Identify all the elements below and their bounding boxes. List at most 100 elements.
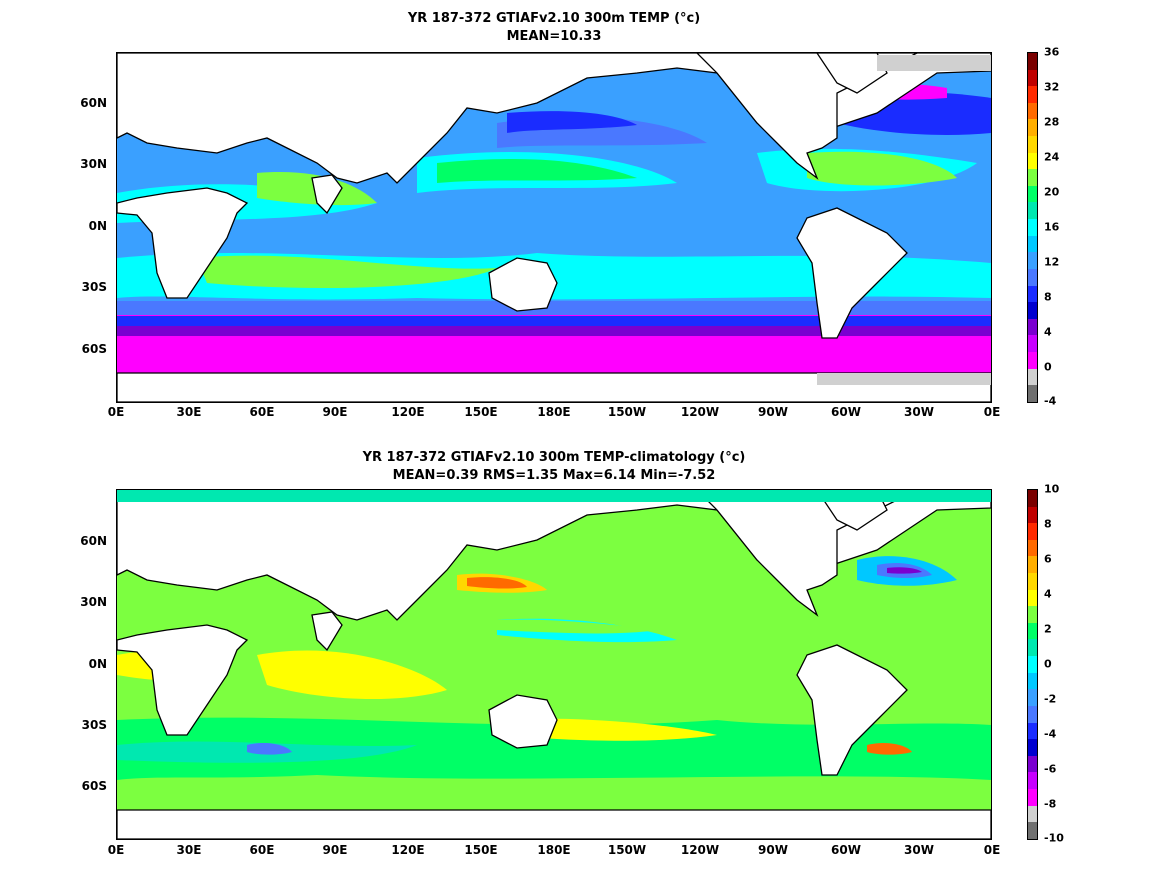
p2-xtick-3: 90E	[322, 843, 348, 857]
colorbar-segment	[1028, 152, 1037, 170]
p1-xtick-10: 60W	[831, 405, 861, 419]
p2-xtick-4: 120E	[391, 843, 425, 857]
colorbar-segment	[1028, 589, 1037, 607]
p2-xtick-11: 30W	[904, 843, 934, 857]
panel2-title-line2: MEAN=0.39 RMS=1.35 Max=6.14 Min=-7.52	[392, 468, 716, 483]
colorbar-segment	[1028, 556, 1037, 574]
panel1-title-line2: MEAN=10.33	[506, 29, 602, 44]
p2-cbar-tick-8: -6	[1044, 762, 1057, 776]
panel1-colorbar	[1027, 52, 1038, 403]
p2-ytick-60s: 60S	[81, 779, 107, 793]
p1-ytick-30n: 30N	[80, 157, 107, 171]
p2-xtick-7: 150W	[607, 843, 647, 857]
p1-cbar-tick-0: 36	[1044, 45, 1060, 59]
p2-cbar-tick-1: 8	[1044, 517, 1052, 531]
colorbar-segment	[1028, 606, 1037, 623]
p1-cbar-tick-7: 8	[1044, 290, 1052, 304]
p1-xtick-9: 90W	[758, 405, 788, 419]
colorbar-segment	[1028, 672, 1037, 690]
colorbar-segment	[1028, 169, 1037, 186]
p1-cbar-tick-4: 20	[1044, 185, 1060, 199]
p1-cbar-tick-8: 4	[1044, 325, 1052, 339]
p1-cbar-tick-9: 0	[1044, 360, 1052, 374]
p2-cbar-tick-0: 10	[1044, 482, 1060, 496]
colorbar-segment	[1028, 335, 1037, 352]
colorbar-segment	[1028, 351, 1037, 369]
panel2-map-svg	[117, 490, 991, 839]
p1-cbar-tick-2: 28	[1044, 115, 1060, 129]
p2-xtick-10: 60W	[831, 843, 861, 857]
p2-cbar-tick-4: 2	[1044, 622, 1052, 636]
land-masses	[117, 53, 991, 402]
p1-cbar-tick-6: 12	[1044, 255, 1060, 269]
colorbar-segment	[1028, 506, 1037, 524]
p2-cbar-tick-9: -8	[1044, 797, 1057, 811]
colorbar-segment	[1028, 252, 1037, 269]
p2-xtick-1: 30E	[176, 843, 202, 857]
colorbar-segment	[1028, 285, 1037, 303]
colorbar-segment	[1028, 136, 1037, 153]
p2-cbar-tick-3: 4	[1044, 587, 1052, 601]
p2-cbar-tick-6: -2	[1044, 692, 1057, 706]
colorbar-segment	[1028, 202, 1037, 220]
p2-cbar-tick-2: 6	[1044, 552, 1052, 566]
panel2-title-line1: YR 187-372 GTIAFv2.10 300m TEMP-climatol…	[362, 450, 746, 465]
colorbar-segment	[1028, 705, 1037, 723]
p1-ytick-30s: 30S	[81, 280, 107, 294]
p1-cbar-tick-3: 24	[1044, 150, 1060, 164]
colorbar-segment	[1028, 573, 1037, 590]
colorbar-segment	[1028, 219, 1037, 236]
p1-ytick-60n: 60N	[80, 96, 107, 110]
p1-xtick-11: 30W	[904, 405, 934, 419]
colorbar-segment	[1028, 69, 1037, 87]
p1-ytick-60s: 60S	[81, 342, 107, 356]
colorbar-segment	[1028, 539, 1037, 557]
p2-ytick-0n: 0N	[88, 657, 107, 671]
colorbar-segment	[1028, 119, 1037, 137]
p1-xtick-2: 60E	[249, 405, 275, 419]
colorbar-segment	[1028, 722, 1037, 740]
p2-xtick-8: 120W	[680, 843, 720, 857]
colorbar-segment	[1028, 385, 1037, 402]
p2-xtick-6: 180E	[537, 843, 571, 857]
panel1-title-line1: YR 187-372 GTIAFv2.10 300m TEMP (°c)	[407, 11, 701, 26]
p1-ytick-0n: 0N	[88, 219, 107, 233]
colorbar-segment	[1028, 689, 1037, 706]
p2-xtick-0: 0E	[107, 843, 125, 857]
p2-xtick-5: 150E	[464, 843, 498, 857]
p1-xtick-5: 150E	[464, 405, 498, 419]
panel2-colorbar	[1027, 489, 1038, 840]
colorbar-segment	[1028, 490, 1037, 507]
p1-xtick-6: 180E	[537, 405, 571, 419]
p2-ytick-60n: 60N	[80, 534, 107, 548]
colorbar-segment	[1028, 86, 1037, 103]
p2-cbar-tick-10: -10	[1044, 831, 1064, 845]
colorbar-segment	[1028, 185, 1037, 203]
panel1-map-svg	[117, 53, 991, 402]
p1-xtick-12: 0E	[983, 405, 1001, 419]
p1-xtick-0: 0E	[107, 405, 125, 419]
p1-xtick-8: 120W	[680, 405, 720, 419]
colorbar-segment	[1028, 739, 1037, 756]
p2-ytick-30n: 30N	[80, 595, 107, 609]
colorbar-segment	[1028, 805, 1037, 823]
colorbar-segment	[1028, 268, 1037, 286]
colorbar-segment	[1028, 656, 1037, 673]
colorbar-segment	[1028, 639, 1037, 657]
colorbar-segment	[1028, 102, 1037, 120]
p1-xtick-7: 150W	[607, 405, 647, 419]
p1-xtick-3: 90E	[322, 405, 348, 419]
p2-xtick-12: 0E	[983, 843, 1001, 857]
p2-cbar-tick-7: -4	[1044, 727, 1057, 741]
p1-xtick-1: 30E	[176, 405, 202, 419]
colorbar-segment	[1028, 788, 1037, 806]
p2-xtick-9: 90W	[758, 843, 788, 857]
panel1-map	[116, 52, 992, 403]
p1-xtick-4: 120E	[391, 405, 425, 419]
p1-cbar-tick-10: -4	[1044, 394, 1057, 408]
p2-ytick-30s: 30S	[81, 718, 107, 732]
colorbar-segment	[1028, 772, 1037, 789]
p1-cbar-tick-1: 32	[1044, 80, 1060, 94]
p2-cbar-tick-5: 0	[1044, 657, 1052, 671]
colorbar-segment	[1028, 523, 1037, 540]
